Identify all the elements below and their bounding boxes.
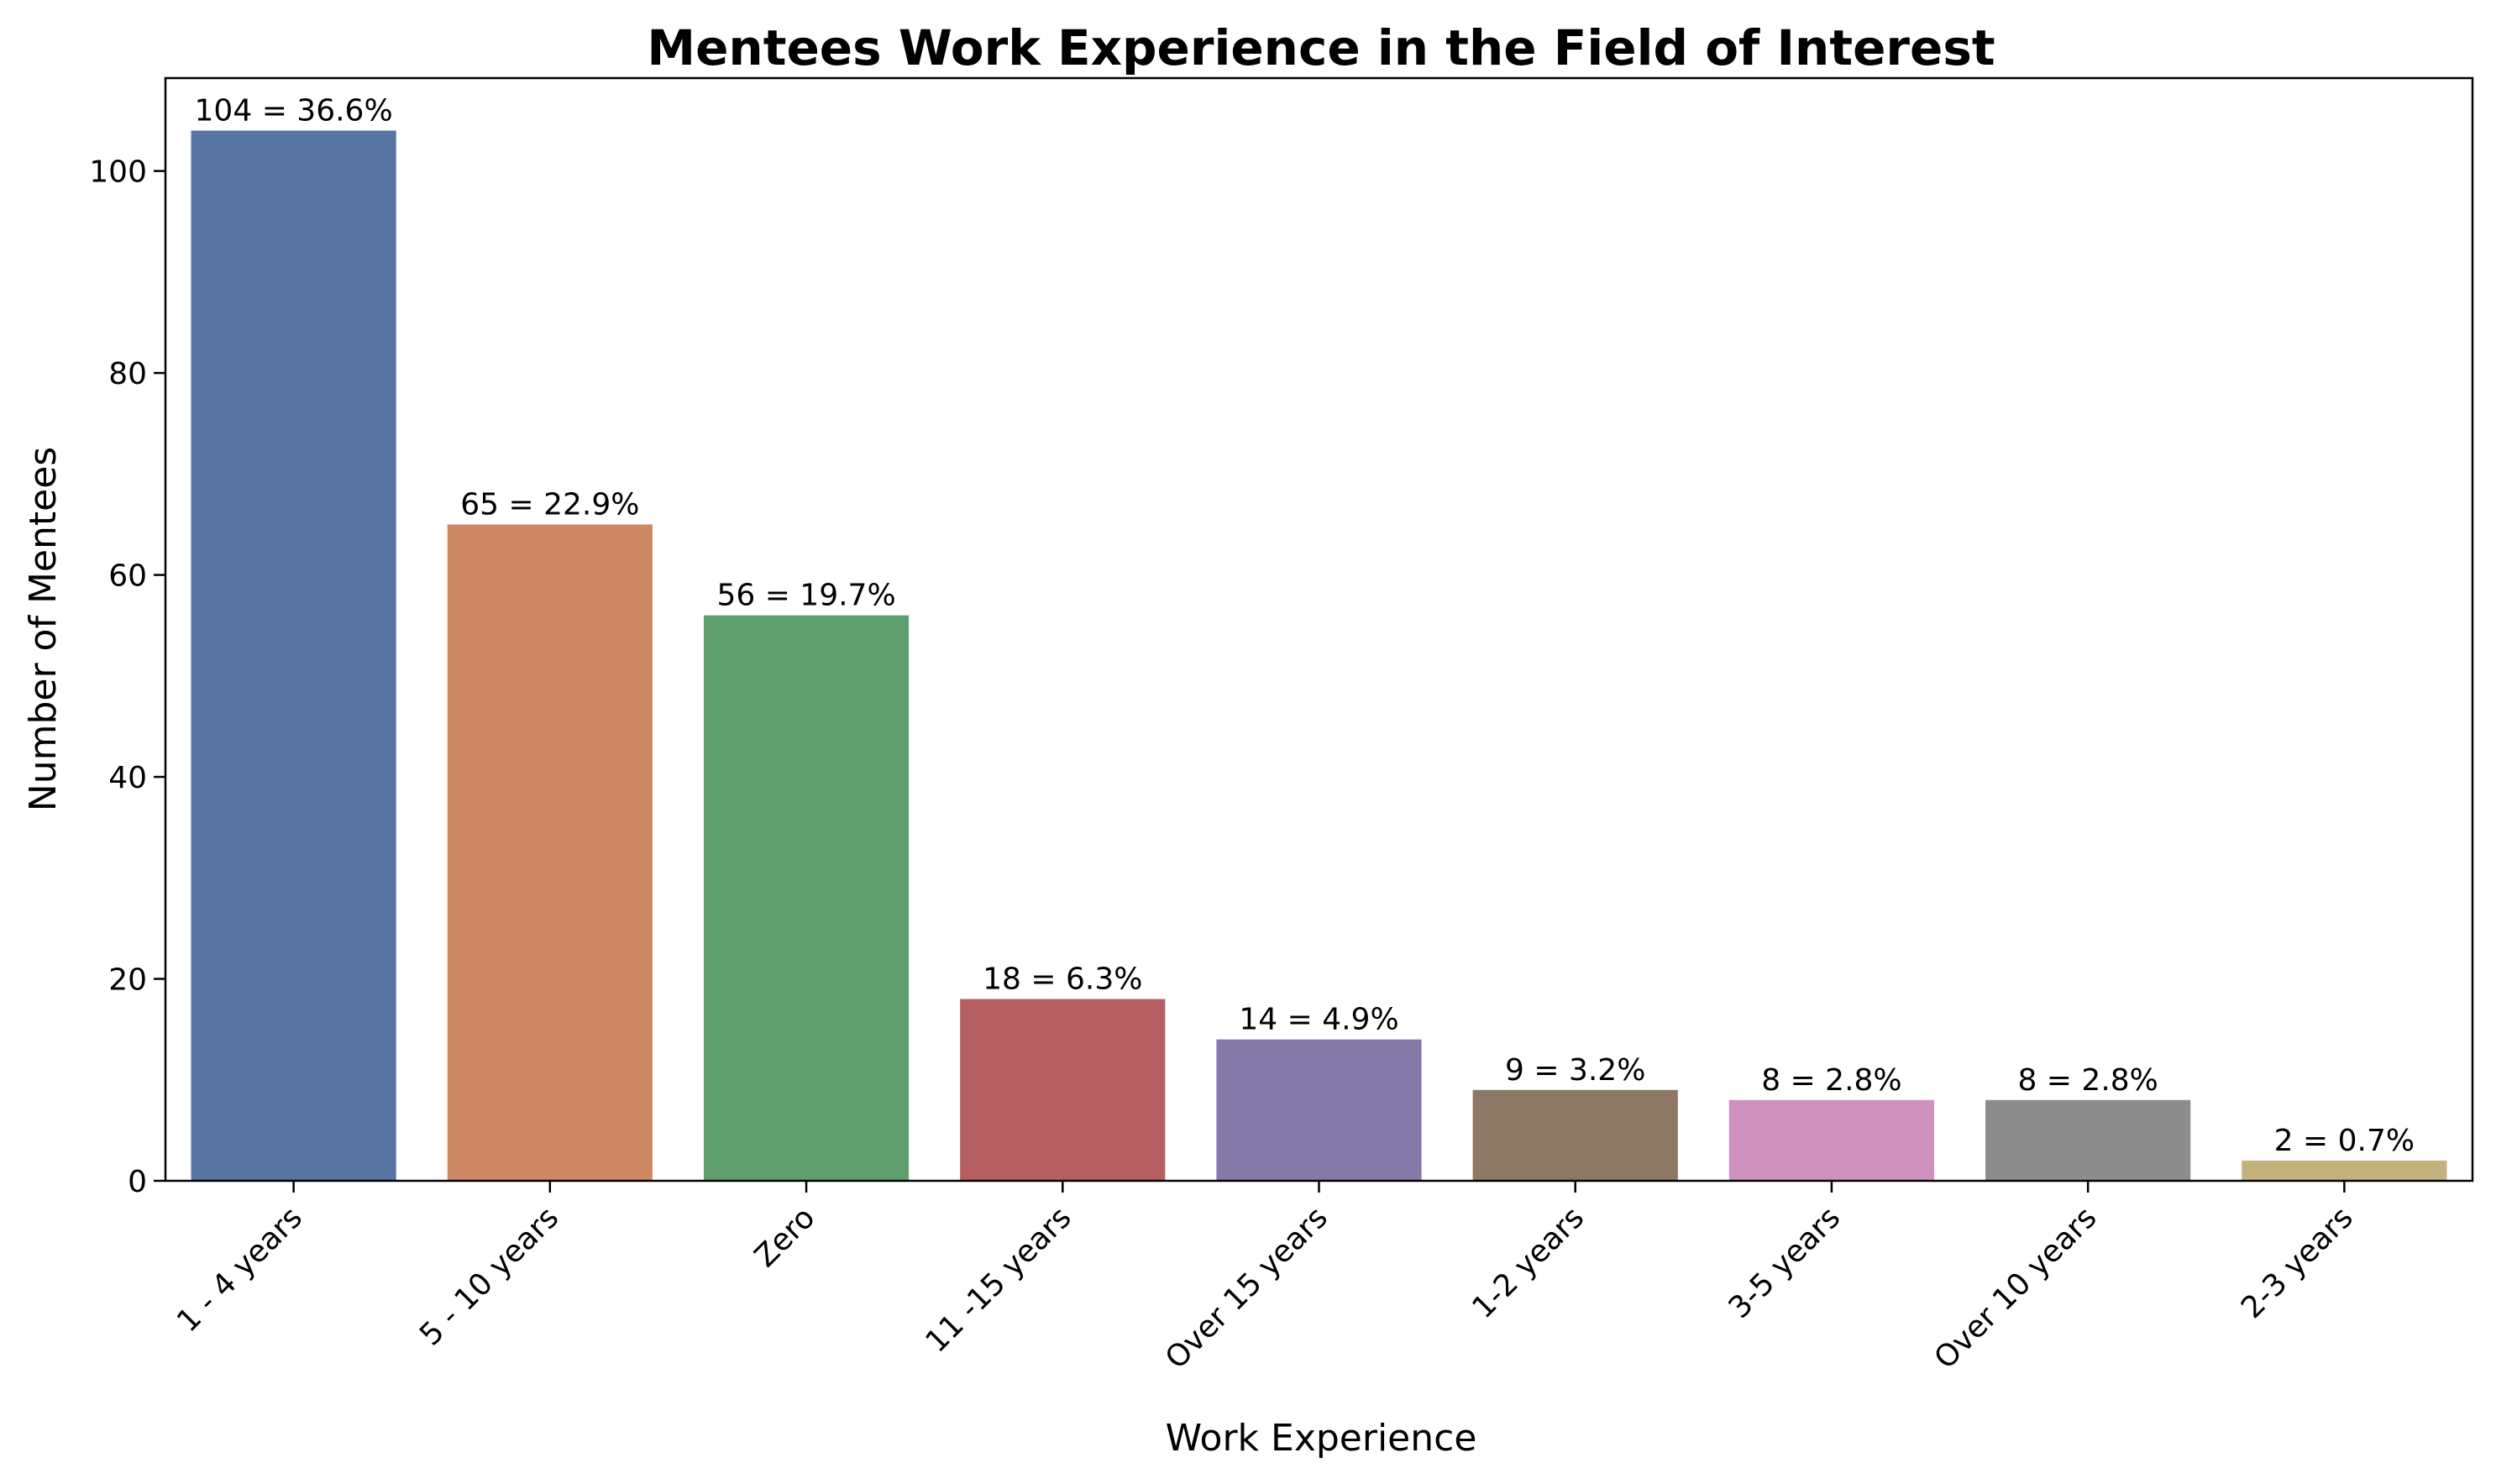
y-tick-label: 0 <box>128 1165 147 1199</box>
x-axis-label: Work Experience <box>1166 1417 1477 1460</box>
x-tick-label: 3-5 years <box>1723 1200 1848 1325</box>
x-tick-label: 1-2 years <box>1466 1200 1591 1325</box>
bar <box>1472 1089 1678 1181</box>
bar <box>191 130 396 1181</box>
data-label: 14 = 4.9% <box>1239 1003 1398 1037</box>
y-tick-label: 20 <box>108 963 147 998</box>
x-tick-label: Zero <box>748 1200 822 1274</box>
data-label: 18 = 6.3% <box>983 962 1142 997</box>
data-label: 56 = 19.7% <box>716 579 895 613</box>
bar <box>2242 1160 2447 1181</box>
bar <box>1985 1099 2191 1181</box>
plot-frame <box>164 76 2474 1182</box>
x-tick-label: 1 - 4 years <box>170 1200 309 1339</box>
data-label: 104 = 36.6% <box>195 94 393 128</box>
x-tick-label: Over 15 years <box>1159 1200 1335 1376</box>
data-label: 65 = 22.9% <box>460 487 639 522</box>
x-tick-label: 2-3 years <box>2235 1200 2360 1325</box>
bar <box>960 999 1166 1181</box>
x-tick-label: 11 -15 years <box>919 1200 1078 1359</box>
y-tick-label: 60 <box>108 559 147 594</box>
data-label: 8 = 2.8% <box>1761 1063 1901 1098</box>
x-tick-label: 5 - 10 years <box>413 1200 565 1352</box>
bar <box>1216 1039 1422 1181</box>
plot-area: 0 20 40 60 80 100 104 = 36.6% 1 - 4 years 65 = 2… <box>89 94 2447 1376</box>
bar <box>447 524 653 1181</box>
chart-title: Mentees Work Experience in the Field of … <box>647 19 1995 76</box>
data-label: 2 = 0.7% <box>2274 1124 2415 1158</box>
data-label: 8 = 2.8% <box>2017 1063 2158 1098</box>
bar <box>1728 1099 1935 1181</box>
bar <box>703 615 910 1181</box>
y-tick-label: 40 <box>108 761 147 795</box>
data-label: 9 = 3.2% <box>1505 1053 1645 1088</box>
y-tick-label: 80 <box>108 357 147 391</box>
y-axis-label: Number of Mentees <box>22 447 65 811</box>
x-tick-label: Over 10 years <box>1928 1200 2104 1376</box>
y-tick-label: 100 <box>89 155 147 190</box>
